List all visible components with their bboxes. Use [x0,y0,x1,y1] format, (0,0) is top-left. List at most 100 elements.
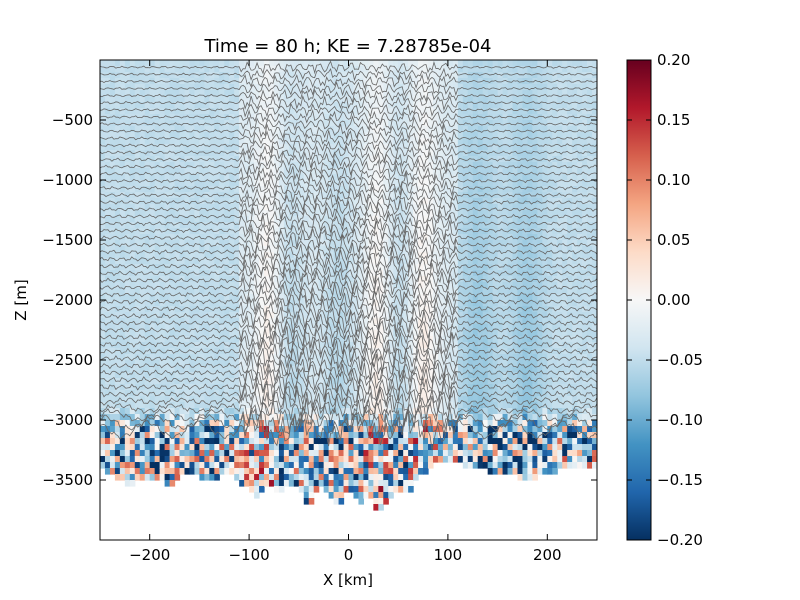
velocity-cell [393,432,399,439]
velocity-cell [234,168,240,175]
velocity-cell [259,288,265,295]
velocity-cell [318,342,325,349]
velocity-cell [283,120,290,127]
velocity-cell [234,246,240,253]
velocity-cell [189,414,196,421]
velocity-cell [408,456,414,463]
velocity-cell [442,156,449,163]
velocity-cell [348,150,355,157]
velocity-cell [313,186,320,193]
velocity-cell [288,228,295,235]
velocity-cell [119,180,126,187]
velocity-cell [288,252,295,259]
velocity-cell [413,132,419,139]
velocity-cell [328,306,335,313]
velocity-cell [244,252,250,259]
velocity-cell [264,252,270,259]
velocity-cell [204,114,210,121]
velocity-cell [378,66,384,73]
velocity-cell [174,78,181,85]
velocity-cell [239,300,245,307]
velocity-cell [313,252,320,259]
velocity-cell [129,462,136,469]
velocity-cell [437,450,444,457]
velocity-cell [413,474,419,481]
velocity-cell [373,78,379,85]
velocity-cell [124,72,131,79]
velocity-cell [273,240,280,247]
velocity-cell [273,270,280,277]
velocity-cell [343,246,350,253]
velocity-cell [174,366,181,373]
velocity-cell [224,264,230,271]
velocity-cell [229,426,235,433]
velocity-cell [189,186,196,193]
velocity-cell [298,456,305,463]
velocity-cell [353,312,360,319]
velocity-cell [144,462,151,469]
velocity-cell [144,258,151,265]
velocity-cell [408,150,414,157]
velocity-cell [234,354,240,361]
velocity-cell [273,174,280,181]
velocity-cell [413,216,419,223]
velocity-cell [348,252,355,259]
velocity-cell [114,96,121,103]
velocity-cell [298,90,305,97]
velocity-cell [259,258,265,265]
velocity-cell [428,60,434,67]
velocity-cell [119,414,126,421]
velocity-cell [229,282,235,289]
velocity-cell [149,126,156,133]
velocity-cell [318,78,325,85]
velocity-cell [104,228,111,235]
velocity-cell [114,162,121,169]
velocity-cell [353,366,360,373]
velocity-cell [318,204,325,211]
velocity-cell [393,252,399,259]
velocity-cell [114,108,121,115]
velocity-cell [154,144,161,151]
velocity-cell [164,138,171,145]
velocity-cell [244,162,250,169]
velocity-cell [174,270,181,277]
velocity-cell [214,372,220,379]
velocity-cell [144,174,151,181]
velocity-cell [268,234,275,241]
velocity-cell [100,138,106,145]
velocity-cell [124,342,131,349]
velocity-cell [293,174,300,181]
velocity-cell [139,162,146,169]
velocity-cell [134,390,141,397]
velocity-cell [229,222,235,229]
velocity-cell [154,288,161,295]
velocity-cell [194,264,200,271]
velocity-cell [199,180,205,187]
velocity-cell [333,402,340,409]
velocity-cell [428,222,434,229]
velocity-cell [104,330,111,337]
velocity-cell [179,342,186,349]
velocity-cell [437,294,444,301]
velocity-cell [418,204,424,211]
velocity-cell [313,438,320,445]
velocity-cell [273,228,280,235]
velocity-cell [273,312,280,319]
velocity-cell [204,300,210,307]
velocity-cell [229,360,235,367]
velocity-cell [437,354,444,361]
velocity-cell [259,486,265,493]
velocity-cell [268,96,275,103]
velocity-cell [199,84,205,91]
velocity-cell [174,450,181,457]
velocity-cell [428,354,434,361]
velocity-cell [209,60,215,67]
velocity-cell [353,468,360,475]
velocity-cell [134,252,141,259]
velocity-cell [100,246,106,253]
velocity-cell [432,258,439,265]
velocity-cell [418,192,424,199]
velocity-cell [318,126,325,133]
velocity-cell [393,456,399,463]
velocity-cell [447,108,454,115]
